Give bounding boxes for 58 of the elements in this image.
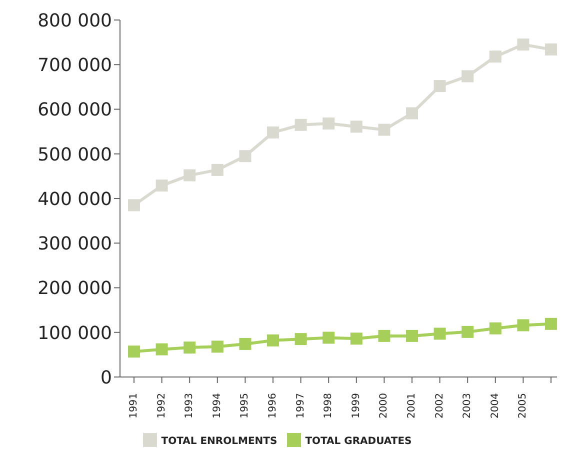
- legend-label: TOTAL GRADUATES: [305, 436, 412, 447]
- point: [211, 164, 224, 176]
- point: [156, 343, 168, 356]
- point: [462, 326, 474, 338]
- point: [184, 342, 196, 354]
- point: [378, 124, 390, 136]
- point: [294, 118, 307, 131]
- legend-label: TOTAL ENROLMENTS: [161, 436, 278, 447]
- y-tick-label: 0: [100, 367, 112, 388]
- point: [128, 346, 140, 358]
- point: [406, 107, 418, 120]
- y-tick-label: 800 000: [38, 10, 112, 32]
- x-tick-label: 2003: [462, 393, 474, 418]
- x-tick-label: 2001: [406, 393, 418, 418]
- point: [517, 38, 530, 51]
- x-tick-label: 1998: [323, 393, 334, 418]
- x-tick-label: 2002: [434, 393, 446, 418]
- point: [239, 338, 252, 350]
- x-tick-label: 1991: [128, 393, 140, 418]
- x-tick-label: 1992: [156, 393, 168, 418]
- point: [462, 70, 474, 82]
- point: [322, 332, 335, 344]
- x-tick-label: 2004: [490, 393, 501, 418]
- y-tick-label: 500 000: [38, 144, 112, 166]
- y-tick-label: 600 000: [38, 100, 112, 121]
- x-tick-label: 2000: [378, 393, 390, 418]
- x-tick-label: 2005: [518, 393, 529, 418]
- point: [267, 334, 279, 346]
- point: [184, 169, 196, 182]
- x-tick-label: 1997: [295, 393, 306, 418]
- y-tick-label: 700 000: [38, 55, 112, 76]
- point: [239, 150, 252, 162]
- x-tick-label: 1995: [240, 393, 251, 418]
- point: [322, 118, 335, 130]
- y-tick-label: 100 000: [38, 322, 112, 344]
- y-tick-label: 200 000: [38, 278, 112, 300]
- point: [489, 322, 502, 334]
- x-tick-label: 1996: [268, 393, 278, 418]
- point: [434, 80, 446, 92]
- point: [434, 328, 446, 340]
- point: [128, 199, 140, 212]
- x-tick-label: 1994: [212, 393, 223, 418]
- point: [545, 318, 557, 330]
- point: [294, 333, 307, 346]
- point: [545, 43, 557, 56]
- x-tick-label: 1993: [184, 393, 196, 418]
- point: [350, 332, 362, 345]
- y-tick-label: 400 000: [38, 188, 112, 210]
- x-tick-label: 1999: [350, 393, 362, 418]
- y-tick-label: 300 000: [38, 234, 112, 255]
- point: [378, 330, 390, 342]
- point: [517, 319, 530, 332]
- point: [489, 50, 502, 63]
- point: [156, 180, 168, 192]
- point: [267, 126, 279, 138]
- point: [406, 330, 418, 342]
- point: [211, 340, 224, 353]
- point: [350, 120, 362, 133]
